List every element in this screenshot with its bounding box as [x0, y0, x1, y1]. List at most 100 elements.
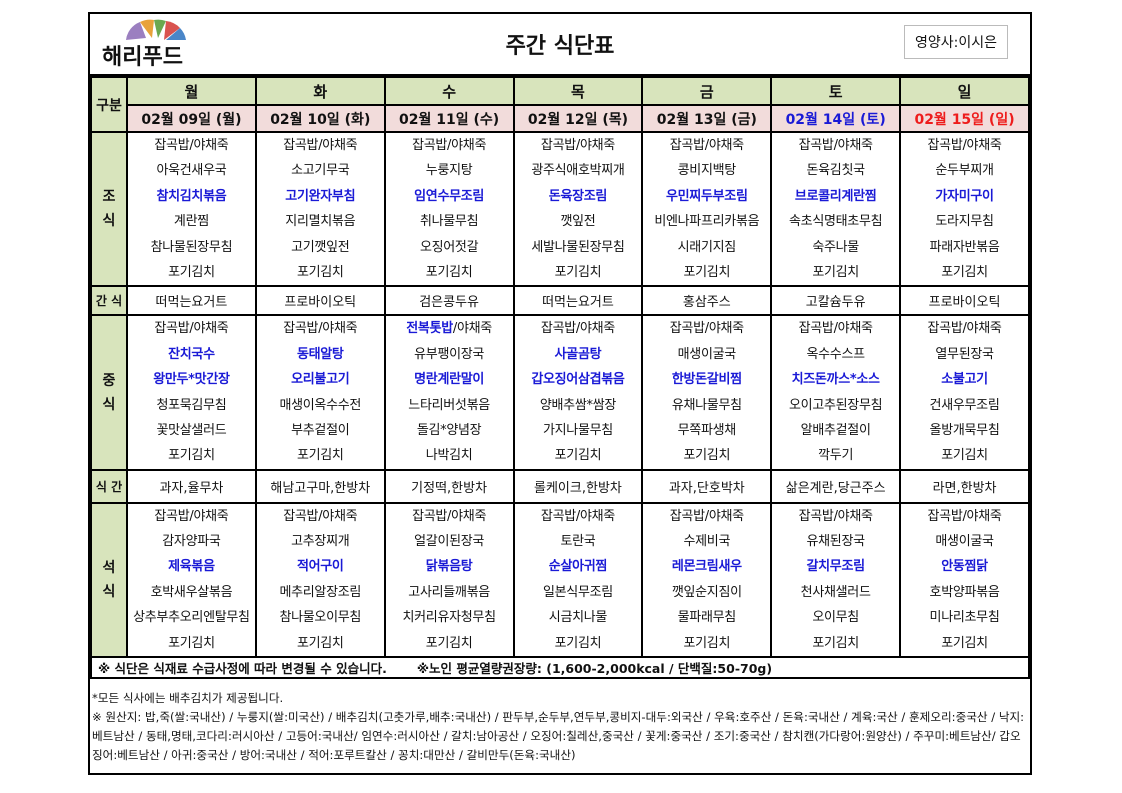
menu-item: 치커리유자청무침 — [386, 605, 513, 630]
menu-item: 잡곡밥/야채죽 — [257, 504, 384, 529]
menu-item: 잡곡밥/야채죽 — [515, 316, 642, 341]
menu-item: 감자양파국 — [128, 529, 255, 554]
dinner-cell: 잡곡밥/야채죽 매생이굴국 안동찜닭 호박양파볶음 미나리초무침 포기김치 — [899, 501, 1030, 659]
menu-item-text: 호박새우살볶음 — [150, 584, 233, 600]
menu-item-text: 감자양파국 — [162, 534, 221, 550]
menu-item-text: 잡곡밥/야채죽 — [283, 321, 358, 337]
date-cell: 02월 12일 (목) — [512, 104, 644, 133]
menu-item: 잡곡밥/야채죽 — [643, 316, 770, 341]
menu-item: 포기김치 — [901, 443, 1028, 468]
breakfast-cell: 잡곡밥/야채죽 콩비지백탕 우민찌두부조림 비엔나파프리카볶음 시래기지짐 포기김치 — [641, 130, 773, 288]
menu-item-text: 참나물오이무침 — [279, 610, 362, 626]
menu-item: 포기김치 — [128, 260, 255, 285]
menu-item: 광주식애호박찌개 — [515, 158, 642, 183]
menu-item: 포기김치 — [901, 260, 1028, 285]
menu-item-text: 취나물무침 — [419, 214, 479, 230]
menu-item: 양배추쌈*쌈장 — [515, 393, 642, 418]
menu-item: 부추겉절이 — [257, 418, 384, 443]
menu-item-text: 잡곡밥/야채죽 — [927, 138, 1002, 153]
menu-item-text: 잡곡밥/야채죽 — [669, 321, 744, 337]
menu-item: 포기김치 — [386, 631, 513, 656]
menu-item: 세발나물된장무침 — [515, 235, 642, 260]
menu-item-text: 잡곡밥/야채죽 — [669, 138, 744, 153]
menu-item: 상추부추오리엔탈무침 — [128, 605, 255, 630]
menu-item-text: 순살아귀찜 — [548, 559, 608, 575]
menu-item: 잡곡밥/야채죽 — [386, 133, 513, 158]
menu-item: 오징어젓갈 — [386, 235, 513, 260]
menu-item: 레몬크림새우 — [643, 554, 770, 579]
menu-item: 적어구이 — [257, 554, 384, 579]
menu-item-text: 매생이굴국 — [935, 534, 994, 550]
snack_pm-cell: 해남고구마,한방차 — [254, 468, 386, 504]
menu-item-text: 포기김치 — [683, 264, 731, 280]
day-name: 수 — [383, 76, 515, 106]
menu-item-text: 매생이굴국 — [677, 346, 737, 362]
menu-item: 잡곡밥/야채죽 — [515, 504, 642, 529]
menu-item: 갈치무조림 — [772, 554, 899, 579]
menu-item-text: 돈육장조림 — [548, 188, 608, 204]
menu-item-text: 지리멸치볶음 — [285, 214, 356, 230]
menu-item: 매생이옥수수전 — [257, 393, 384, 418]
menu-item: 포기김치 — [515, 631, 642, 656]
menu-item-text: 포기김치 — [168, 448, 215, 464]
menu-item: 포기김치 — [643, 631, 770, 656]
menu-item: 잡곡밥/야채죽 — [128, 504, 255, 529]
menu-item: 건새우무조림 — [901, 393, 1028, 418]
svg-text:해리푸드: 해리푸드 — [102, 44, 183, 70]
menu-item: 고추장찌개 — [257, 529, 384, 554]
menu-item-text: 참치김치볶음 — [156, 188, 227, 204]
menu-item-text: 고사리들깨볶음 — [408, 584, 490, 600]
header: 해리푸드 주간 식단표 영양사:이시은 — [90, 14, 1030, 76]
lunch-cell: 잡곡밥/야채죽 사골곰탕 갑오징어삼겹볶음 양배추쌈*쌈장 가지나물무침 포기김치 — [512, 314, 644, 471]
menu-item-text: 도라지무침 — [935, 214, 994, 230]
menu-item: 참나물오이무침 — [257, 605, 384, 630]
menu-item: 참치김치볶음 — [128, 184, 255, 209]
menu-item: 한방돈갈비찜 — [643, 367, 770, 392]
menu-item-text: 잡곡밥/야채죽 — [154, 321, 229, 337]
calorie-note: ※노인 평균열량권장량: (1,600-2,000kcal / 단백질:50-7… — [416, 661, 773, 677]
menu-item-text: 돌김*양념장 — [416, 422, 482, 438]
menu-item-text: 오이무침 — [812, 610, 859, 626]
weekly-menu-table: 구분 월 화 수 목 금 토 일 02월 09일 (월) 02월 10일 (화) 02월 11일 (… — [90, 76, 1030, 680]
menu-item: 잡곡밥/야채죽 — [257, 316, 384, 341]
lunch-row: 중 식 잡곡밥/야채죽 잔치국수 왕만두*맛간장 청포묵김무침 꽃맛살샐러드 포기김치 잡곡밥… — [90, 314, 1030, 471]
company-logo: 해리푸드 — [94, 18, 234, 70]
breakfast-cell: 잡곡밥/야채죽 아욱건새우국 참치김치볶음 계란찜 참나물된장무침 포기김치 — [126, 130, 257, 288]
menu-item: 깻잎순지짐이 — [643, 580, 770, 605]
menu-item-text: 가자미구이 — [935, 188, 994, 204]
menu-item-text: 소고기무국 — [291, 163, 350, 179]
menu-item-text: 왕만두*맛간장 — [153, 372, 230, 388]
menu-item: 시금치나물 — [515, 605, 642, 630]
menu-item: 포기김치 — [772, 631, 899, 656]
dinner-row: 석 식 잡곡밥/야채죽 감자양파국 제육볶음 호박새우살볶음 상추부추오리엔탈무침 포기김치… — [90, 501, 1030, 659]
menu-item: 안동찜닭 — [901, 554, 1028, 579]
menu-item-text: 고기완자부침 — [285, 188, 356, 204]
menu-item: 잡곡밥/야채죽 — [901, 133, 1028, 158]
menu-item-text: 사골곰탕 — [554, 346, 602, 362]
menu-item-text: 포기김치 — [168, 264, 215, 280]
snack_am-cell: 고칼슘두유 — [770, 285, 902, 317]
menu-item: 브로콜리계란찜 — [772, 184, 899, 209]
dietitian-label: 영양사:이시은 — [904, 25, 1008, 59]
menu-item: 명란계란말이 — [386, 367, 513, 392]
menu-item-text: 포기김치 — [683, 635, 731, 651]
menu-item: 계란찜 — [128, 209, 255, 234]
menu-item-text: 유채나물무침 — [671, 397, 742, 413]
snack_pm-row: 식 간 과자,율무차 해남고구마,한방차 기정떡,한방차 롤케이크,한방차 과자,단호박차… — [90, 468, 1030, 504]
menu-item-text: 잡곡밥/야채죽 — [540, 508, 615, 524]
menu-item-text: 잡곡밥/야채죽 — [669, 508, 744, 524]
menu-item: 올방개묵무침 — [901, 418, 1028, 443]
kimchi-note: *모든 식사에는 배추김치가 제공됩니다. — [92, 691, 284, 706]
menu-item-text: 나박김치 — [425, 448, 473, 464]
menu-item-text: 잡곡밥/야채죽 — [283, 138, 358, 153]
dinner-label: 석 식 — [90, 501, 128, 659]
menu-item-text: 잡곡밥/야채죽 — [283, 508, 358, 524]
snack_pm-cell: 삶은계란,당근주스 — [770, 468, 902, 504]
menu-item: 순두부찌개 — [901, 158, 1028, 183]
menu-item: 속초식명태초무침 — [772, 209, 899, 234]
menu-item-text: 호박양파볶음 — [929, 584, 1000, 600]
menu-item-text: /야채죽 — [452, 321, 492, 337]
menu-item-text: 깻잎순지짐이 — [671, 584, 742, 600]
menu-item: 포기김치 — [643, 443, 770, 468]
menu-item-text: 고추장찌개 — [291, 534, 350, 550]
